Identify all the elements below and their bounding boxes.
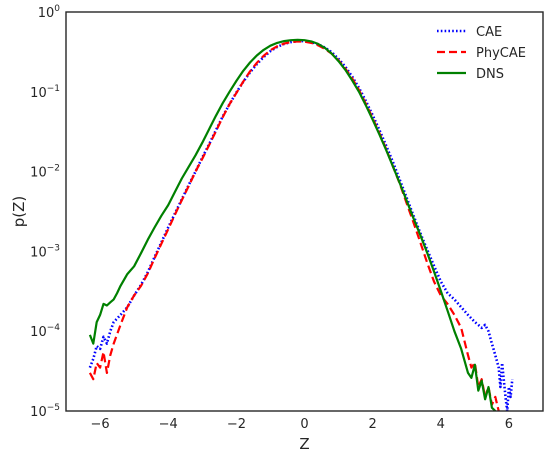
y-axis-title: p(Z) xyxy=(10,196,28,228)
x-tick-label: 4 xyxy=(437,417,445,432)
legend-label-dns: DNS xyxy=(476,67,504,82)
y-tick-label: 10−5 xyxy=(30,403,60,420)
x-tick-label: −4 xyxy=(159,417,178,432)
series-line-dns xyxy=(88,38,497,411)
y-tick-label: 100 xyxy=(38,4,61,21)
legend: CAE PhyCAE DNS xyxy=(437,25,526,82)
x-tick-label: −2 xyxy=(227,417,246,432)
x-axis-title: Z xyxy=(299,435,309,453)
series-layer xyxy=(88,38,514,411)
x-tick-label: 6 xyxy=(505,417,513,432)
series-line-phycae xyxy=(88,40,500,411)
x-axis: −6 −4 −2 0 2 4 6 xyxy=(91,417,514,432)
legend-label-phycae: PhyCAE xyxy=(476,46,526,61)
y-tick-label: 10−2 xyxy=(30,164,60,181)
y-tick-label: 10−3 xyxy=(30,243,60,260)
y-tick-label: 10−4 xyxy=(30,323,60,340)
plot-frame xyxy=(65,11,544,412)
y-tick-label: 10−1 xyxy=(30,84,60,101)
legend-label-cae: CAE xyxy=(476,25,502,40)
x-tick-label: 2 xyxy=(368,417,376,432)
y-axis: 10−5 10−4 10−3 10−2 10−1 100 xyxy=(30,4,60,420)
x-tick-label: −6 xyxy=(91,417,110,432)
x-tick-label: 0 xyxy=(300,417,308,432)
